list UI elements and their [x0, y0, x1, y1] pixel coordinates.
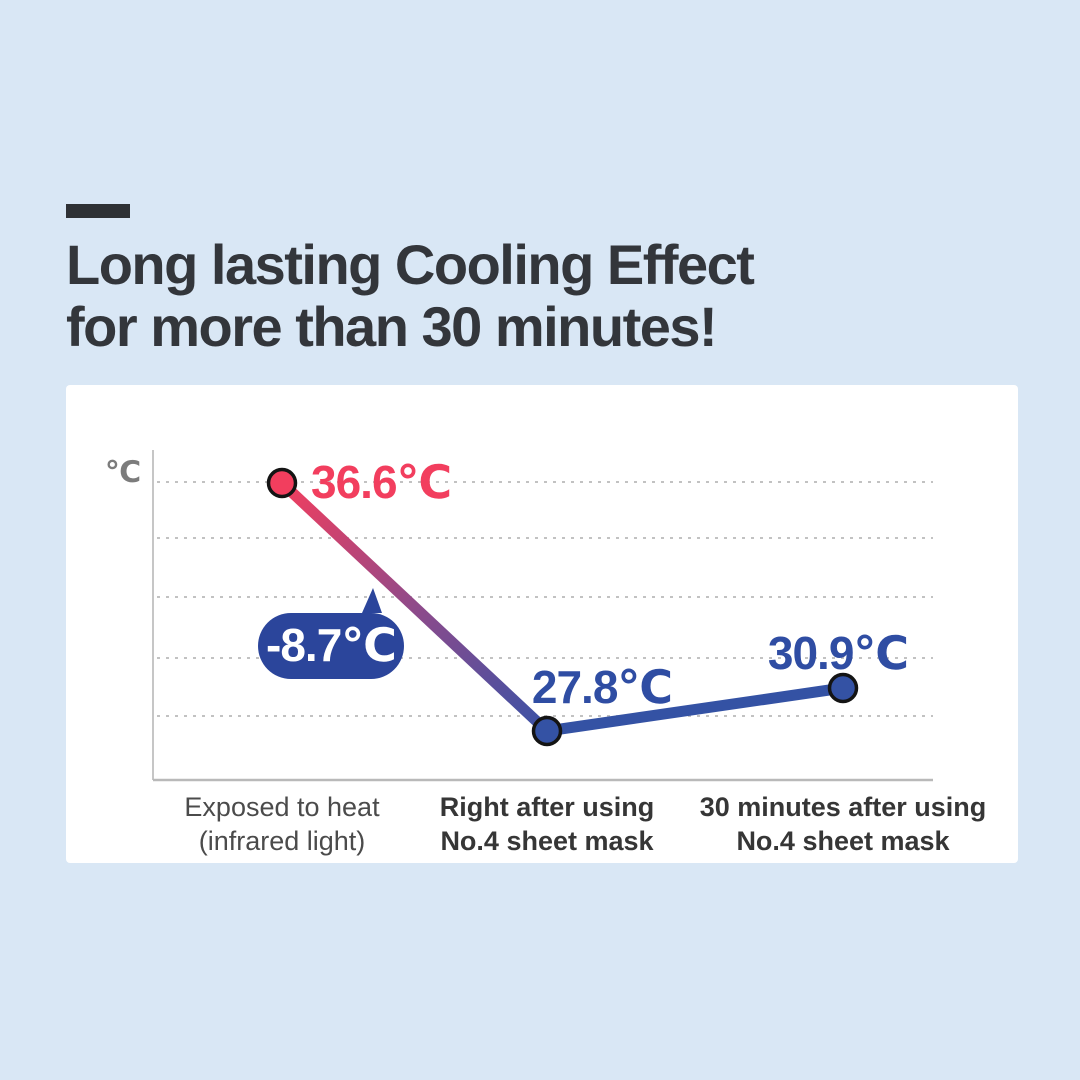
temperature-line-chart: ℃ -8.7℃ 36.6℃ 27.8℃ 30.9℃ Exposed to heat (inf…: [105, 450, 987, 856]
delta-callout-tail: [362, 588, 382, 613]
value-label-1: 27.8℃: [532, 661, 672, 713]
title-line-1: Long lasting Cooling Effect: [66, 233, 755, 296]
x-axis-label-1: Right after using No.4 sheet mask: [440, 792, 655, 856]
x-axis-label-0: Exposed to heat (infrared light): [184, 792, 380, 856]
data-point-0: [266, 467, 298, 499]
data-point-2: [827, 672, 859, 704]
value-label-2: 30.9℃: [768, 627, 908, 679]
chart-card: ℃ -8.7℃ 36.6℃ 27.8℃ 30.9℃ Exposed to heat (inf…: [66, 385, 1018, 863]
line-segment-hot-to-cool: [276, 477, 553, 737]
y-axis-unit-label: ℃: [105, 456, 141, 489]
title-line-2: for more than 30 minutes!: [66, 295, 718, 358]
delta-callout-label: -8.7℃: [266, 619, 396, 671]
delta-callout-bubble: -8.7℃: [258, 588, 404, 679]
title-accent-dash: [66, 204, 130, 218]
value-label-0: 36.6℃: [311, 456, 451, 508]
page-title: Long lasting Cooling Effect for more than…: [66, 233, 755, 358]
delta-callout-body: [258, 613, 404, 679]
line-segment-cool: [541, 682, 849, 737]
x-axis-label-2: 30 minutes after using No.4 sheet mask: [700, 792, 987, 856]
data-point-1: [531, 715, 563, 747]
